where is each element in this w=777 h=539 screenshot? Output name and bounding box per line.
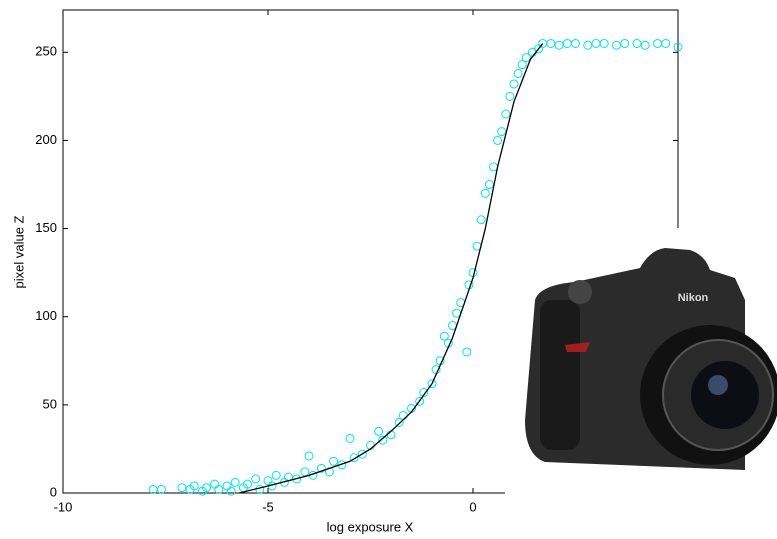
- data-point: [572, 39, 580, 47]
- y-tick-label: 150: [35, 220, 57, 235]
- data-point: [563, 39, 571, 47]
- lens-glass: [691, 361, 759, 429]
- data-point: [375, 427, 383, 435]
- data-point: [149, 485, 157, 493]
- data-point: [211, 480, 219, 488]
- data-point: [555, 41, 563, 49]
- data-point: [498, 128, 506, 136]
- data-point: [264, 477, 272, 485]
- y-tick-label: 250: [35, 44, 57, 59]
- y-tick-label: 100: [35, 308, 57, 323]
- data-point: [514, 69, 522, 77]
- data-point: [301, 468, 309, 476]
- data-point: [481, 189, 489, 197]
- data-point: [506, 92, 514, 100]
- chart: -10-505050100150200250 log exposure X pi…: [0, 0, 777, 539]
- data-point: [600, 39, 608, 47]
- y-tick-label: 200: [35, 132, 57, 147]
- data-point: [654, 39, 662, 47]
- data-point: [592, 39, 600, 47]
- data-point: [633, 39, 641, 47]
- data-point: [641, 41, 649, 49]
- data-point: [157, 485, 165, 493]
- data-point: [477, 216, 485, 224]
- data-point: [613, 41, 621, 49]
- data-point: [494, 136, 502, 144]
- data-point: [547, 39, 555, 47]
- page: {"chart_data": {"type": "scatter", "xlab…: [0, 0, 777, 539]
- x-tick-label: -5: [262, 499, 274, 514]
- data-point: [227, 487, 235, 495]
- data-point: [272, 471, 280, 479]
- y-tick-label: 0: [50, 484, 57, 499]
- data-point: [662, 39, 670, 47]
- x-tick-label: -10: [54, 499, 73, 514]
- data-point: [399, 411, 407, 419]
- lens-reflection: [708, 375, 728, 395]
- data-point: [490, 163, 498, 171]
- data-point: [223, 482, 231, 490]
- data-point: [215, 485, 223, 493]
- data-point: [584, 41, 592, 49]
- data-point: [510, 80, 518, 88]
- data-point: [178, 484, 186, 492]
- brand-logo: Nikon: [678, 292, 709, 304]
- data-point: [485, 181, 493, 189]
- camera-grip: [540, 300, 580, 450]
- dial: [568, 280, 592, 304]
- data-point: [346, 434, 354, 442]
- camera-photo: Nikon: [505, 228, 777, 514]
- data-point: [621, 39, 629, 47]
- y-axis-label: pixel value Z: [11, 215, 26, 288]
- data-point: [502, 110, 510, 118]
- data-point: [305, 452, 313, 460]
- data-point: [463, 348, 471, 356]
- x-axis-label: log exposure X: [327, 519, 414, 534]
- x-tick-label: 0: [469, 499, 476, 514]
- data-point: [231, 478, 239, 486]
- y-tick-label: 50: [43, 396, 57, 411]
- data-point: [330, 457, 338, 465]
- fit-curve: [239, 43, 542, 493]
- data-point: [252, 475, 260, 483]
